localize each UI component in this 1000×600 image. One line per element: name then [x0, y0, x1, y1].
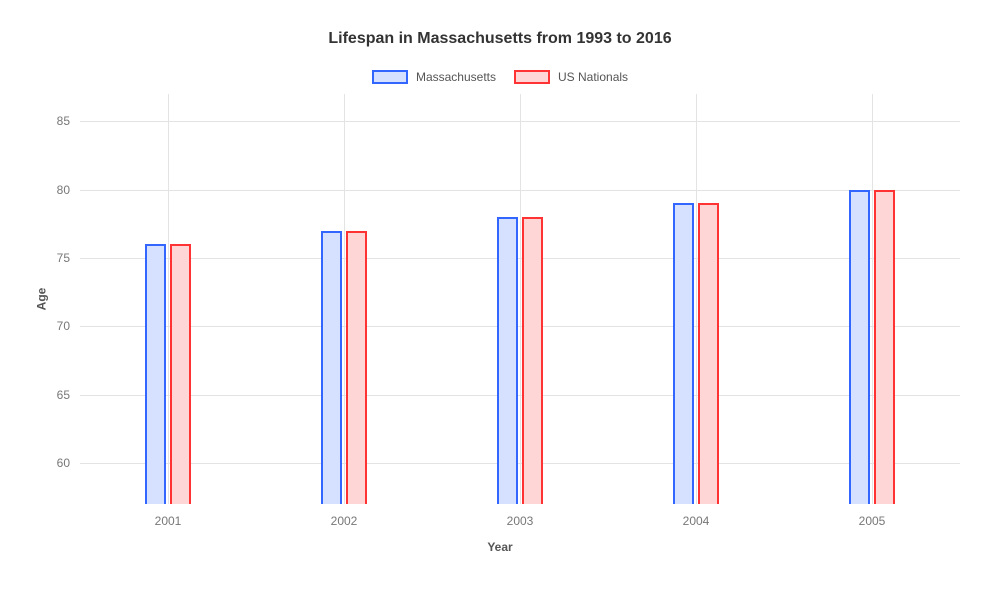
bar-massachusetts	[497, 217, 518, 504]
chart-title: Lifespan in Massachusetts from 1993 to 2…	[20, 30, 980, 48]
chart-container: Lifespan in Massachusetts from 1993 to 2…	[0, 0, 1000, 600]
x-tick-label: 2003	[507, 504, 534, 528]
legend-swatch-icon	[514, 70, 550, 84]
bar-massachusetts	[849, 190, 870, 504]
legend-item-massachusetts: Massachusetts	[372, 70, 496, 84]
y-tick-label: 60	[57, 456, 80, 470]
y-tick-label: 85	[57, 114, 80, 128]
x-tick-label: 2002	[331, 504, 358, 528]
x-axis-label: Year	[20, 540, 980, 554]
bar-massachusetts	[321, 231, 342, 504]
bar-us-nationals	[698, 203, 719, 504]
bar-massachusetts	[145, 244, 166, 504]
legend-item-us-nationals: US Nationals	[514, 70, 628, 84]
x-tick-label: 2001	[155, 504, 182, 528]
x-tick-label: 2004	[683, 504, 710, 528]
y-tick-label: 75	[57, 251, 80, 265]
legend-label: US Nationals	[558, 70, 628, 84]
legend-label: Massachusetts	[416, 70, 496, 84]
y-tick-label: 70	[57, 319, 80, 333]
bar-us-nationals	[346, 231, 367, 504]
x-tick-label: 2005	[859, 504, 886, 528]
y-tick-label: 80	[57, 183, 80, 197]
plot-area: Age 60657075808520012002200320042005	[80, 94, 960, 504]
bar-massachusetts	[673, 203, 694, 504]
legend: Massachusetts US Nationals	[20, 70, 980, 84]
bar-us-nationals	[874, 190, 895, 504]
legend-swatch-icon	[372, 70, 408, 84]
bar-us-nationals	[522, 217, 543, 504]
bars-layer	[80, 94, 960, 504]
y-axis-label: Age	[34, 288, 48, 311]
bar-us-nationals	[170, 244, 191, 504]
y-tick-label: 65	[57, 388, 80, 402]
